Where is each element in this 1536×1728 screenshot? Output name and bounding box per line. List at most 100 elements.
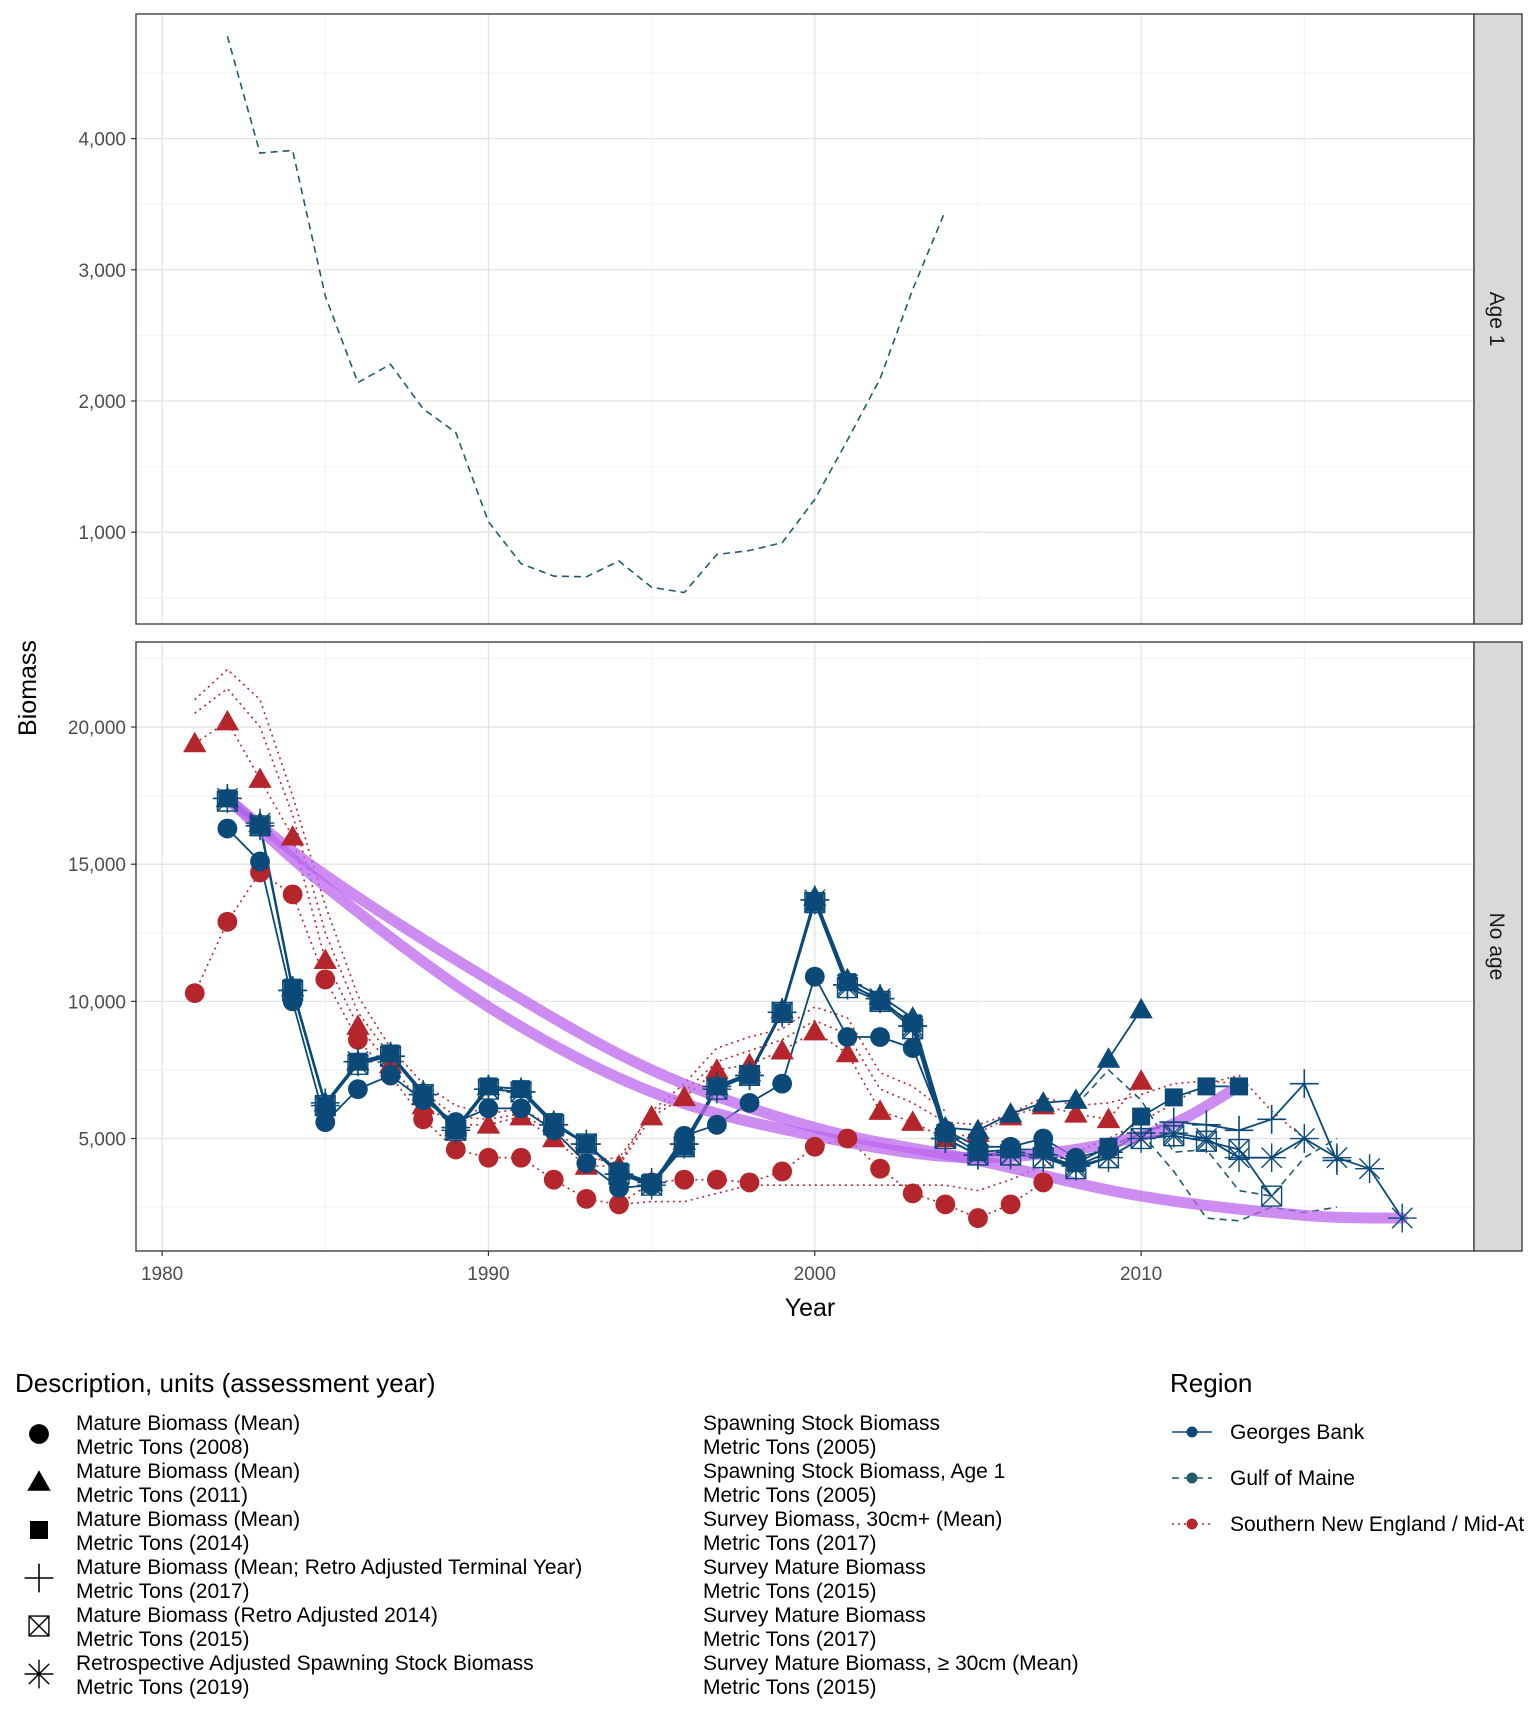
data-point: [1197, 1077, 1216, 1096]
series-line-3: [194, 687, 1240, 1162]
data-point: [1031, 1091, 1055, 1112]
legend: Description, units (assessment year) Mat…: [15, 1368, 1524, 1699]
data-point: [1132, 1107, 1151, 1126]
data-point: [935, 1194, 956, 1215]
data-point: [865, 984, 895, 1014]
legend-entry-line2: Metric Tons (2008): [76, 1436, 250, 1459]
data-point: [445, 1139, 466, 1160]
data-point: [576, 1153, 597, 1174]
x-tick-label: 1980: [141, 1264, 183, 1285]
data-point: [543, 1169, 564, 1190]
data-point: [835, 1041, 860, 1063]
data-point: [902, 1038, 923, 1058]
data-point: [739, 1172, 760, 1193]
legend-entry-line1: Mature Biomass (Mean): [76, 1508, 300, 1531]
data-point: [1064, 1102, 1088, 1123]
panels: 1,000 2,000 3,000 4,000 Age 1 5,000 10,000 15,0…: [68, 13, 1523, 1252]
data-point: [278, 975, 308, 1005]
legend-entry-line1: Mature Biomass (Mean): [76, 1460, 300, 1483]
data-point: [408, 1080, 438, 1110]
data-point: [900, 1110, 925, 1131]
x-axis-title: Year: [785, 1294, 836, 1322]
legend-entry-line2: Metric Tons (2017): [703, 1628, 877, 1651]
legend-entry-line2: Metric Tons (2014): [76, 1532, 250, 1555]
data-point: [868, 1099, 892, 1120]
data-point: [576, 1188, 597, 1209]
panel-background: [136, 14, 1474, 624]
legend-entry-line2: Metric Tons (2005): [703, 1484, 877, 1507]
data-point: [669, 1129, 699, 1159]
y-tick-label: 3,000: [78, 261, 126, 282]
data-point: [217, 818, 238, 839]
legend-entry-line2: Metric Tons (2017): [703, 1532, 877, 1555]
legend-key-boxx: [28, 1615, 50, 1637]
series-line-0: [194, 720, 1142, 1167]
data-point: [343, 1047, 373, 1077]
facet-strip: [1473, 13, 1523, 625]
legend-entry-line1: Mature Biomass (Retro Adjusted 2014): [76, 1604, 438, 1627]
data-point: [511, 1147, 531, 1168]
data-point: [1164, 1088, 1183, 1107]
data-point: [870, 1158, 890, 1179]
series-line-11: [1075, 1068, 1338, 1197]
legend-entry-line1: Retrospective Adjusted Spawning Stock Bi…: [76, 1652, 534, 1675]
legend-entry-line1: Spawning Stock Biomass: [703, 1412, 940, 1435]
data-point: [998, 1102, 1023, 1123]
data-point: [735, 1061, 764, 1090]
data-point: [1322, 1143, 1352, 1173]
data-point: [310, 1091, 340, 1121]
data-point: [183, 731, 207, 753]
data-point: [215, 709, 240, 731]
data-point: [870, 1027, 890, 1047]
data-point: [1096, 1047, 1121, 1068]
data-point: [705, 1058, 729, 1079]
data-point: [217, 911, 238, 932]
legend-entry-line2: Metric Tons (2015): [703, 1676, 877, 1699]
data-point: [248, 767, 272, 788]
series-line-2: [194, 668, 946, 1165]
y-tick-label: 5,000: [78, 1130, 126, 1151]
legend-key-circle: [29, 1424, 49, 1444]
facet-strip-label: Age 1: [1485, 292, 1508, 347]
legend-region-title: Region: [1170, 1368, 1252, 1398]
data-point: [1257, 1143, 1287, 1173]
panel-0: 1,000 2,000 3,000 4,000 Age 1: [78, 13, 1523, 625]
data-point: [837, 1027, 858, 1047]
data-point: [1064, 1088, 1088, 1109]
data-point: [250, 851, 270, 872]
legend-entry-line1: Survey Mature Biomass, ≥ 30cm (Mean): [703, 1652, 1079, 1675]
panel-1: 5,000 10,000 15,000 20,000 No age: [68, 641, 1523, 1252]
legend-region-point: [1186, 1472, 1198, 1484]
trend-line-0: [221, 792, 1408, 1224]
facet-strip-label: No age: [1485, 913, 1508, 981]
data-point: [478, 1147, 499, 1168]
series-line-4: [618, 1074, 1305, 1206]
data-point: [1129, 1069, 1153, 1090]
x-tick-label: 1990: [467, 1264, 509, 1285]
legend-entry-line1: Mature Biomass (Mean): [76, 1412, 300, 1435]
x-tick-label: 2000: [794, 1264, 836, 1285]
legend-entry-line2: Metric Tons (2005): [703, 1436, 877, 1459]
y-tick-label: 4,000: [78, 130, 126, 151]
data-point: [476, 1113, 501, 1134]
data-point: [1387, 1203, 1417, 1233]
data-point: [1224, 1143, 1254, 1173]
data-point: [803, 1019, 827, 1041]
data-point: [1289, 1124, 1319, 1153]
series-line-12: [1108, 1132, 1338, 1222]
data-point: [968, 1208, 988, 1228]
data-point: [706, 1169, 727, 1190]
data-point: [833, 970, 862, 1000]
data-point: [441, 1115, 471, 1145]
data-point: [1094, 1143, 1123, 1173]
y-tick-label: 1,000: [78, 523, 126, 544]
data-point: [380, 1065, 401, 1086]
legend-region-label: Georges Bank: [1230, 1421, 1365, 1444]
data-point: [772, 1161, 793, 1182]
series-line-0: [226, 36, 947, 594]
panel-data: [226, 36, 947, 594]
data-point: [539, 1110, 569, 1140]
data-point: [346, 1014, 370, 1035]
data-point: [837, 1128, 858, 1149]
